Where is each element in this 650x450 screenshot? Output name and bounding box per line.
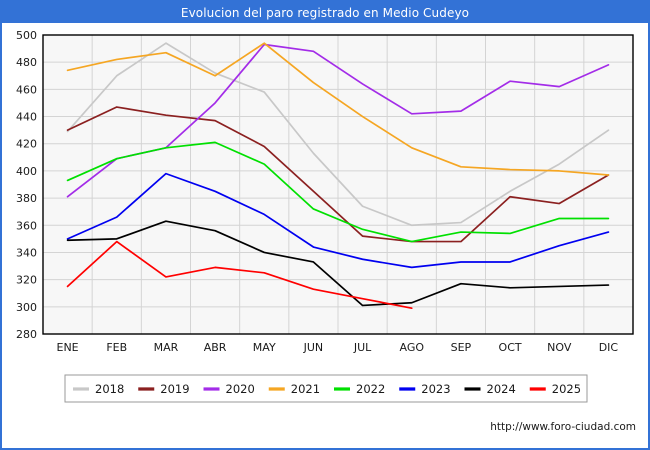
x-axis-tick-label: JUN (303, 341, 324, 354)
y-axis-tick-label: 420 (16, 138, 37, 151)
y-axis-tick-label: 380 (16, 192, 37, 205)
x-axis-tick-label: NOV (547, 341, 572, 354)
y-axis-tick-label: 480 (16, 56, 37, 69)
series-line-2025 (66, 240, 413, 310)
chart-canvas: 280 300 320 340 360 380 400 420 440 460 480 500 ENE… (2, 23, 648, 448)
series-line-2021 (66, 42, 610, 176)
chart-legend: 2018 2019 2020 2021 2022 2023 2024 2025 (64, 374, 588, 403)
y-axis-ticks: 280 300 320 340 360 380 400 420 440 460 480 500 (16, 29, 37, 341)
x-axis-tick-label: SEP (451, 341, 472, 354)
y-axis-tick-label: 360 (16, 219, 37, 232)
x-axis-tick-label: ABR (204, 341, 227, 354)
line-chart: 280 300 320 340 360 380 400 420 440 460 480 500 ENE… (16, 29, 636, 433)
legend-label-2023: 2023 (421, 382, 450, 396)
plot-frame-rect (42, 34, 634, 335)
y-axis-tick-label: 500 (16, 29, 37, 42)
y-axis-tick-label: 400 (16, 165, 37, 178)
series-lines (66, 42, 610, 310)
page-title: Evolucion del paro registrado en Medio C… (180, 5, 470, 20)
series-line-2019 (66, 106, 610, 243)
y-axis-tick-label: 340 (16, 246, 37, 259)
window-title-bar: Evolucion del paro registrado en Medio C… (2, 2, 648, 23)
plot-border (42, 34, 634, 335)
series-line-2024 (66, 220, 610, 307)
x-axis-tick-label: MAY (253, 341, 276, 354)
y-axis-tick-label: 280 (16, 328, 37, 341)
x-axis-tick-label: JUL (353, 341, 372, 354)
legend-label-2018: 2018 (95, 382, 124, 396)
y-axis-tick-label: 440 (16, 111, 37, 124)
gridlines (43, 35, 633, 334)
series-line-2022 (66, 141, 610, 243)
x-axis-tick-label: DIC (599, 341, 619, 354)
x-axis-tick-label: OCT (499, 341, 522, 354)
x-axis-tick-label: MAR (154, 341, 179, 354)
x-axis-tick-label: ENE (57, 341, 79, 354)
source-url-label: http://www.foro-ciudad.com (490, 421, 636, 433)
x-axis-tick-label: AGO (399, 341, 424, 354)
series-line-2018 (66, 42, 610, 227)
legend-label-2020: 2020 (226, 382, 255, 396)
y-axis-tick-label: 300 (16, 301, 37, 314)
x-axis-tick-label: FEB (106, 341, 127, 354)
source-attribution: http://www.foro-ciudad.com (490, 421, 636, 433)
series-line-2023 (66, 172, 610, 269)
legend-label-2021: 2021 (291, 382, 320, 396)
y-axis-tick-label: 460 (16, 83, 37, 96)
legend-label-2019: 2019 (160, 382, 189, 396)
legend-label-2022: 2022 (356, 382, 385, 396)
legend-label-2024: 2024 (487, 382, 516, 396)
y-axis-tick-label: 320 (16, 274, 37, 287)
legend-label-2025: 2025 (552, 382, 581, 396)
x-axis-ticks: ENE FEB MAR ABR MAY JUN JUL AGO SEP OCT NOV DIC (57, 341, 619, 354)
